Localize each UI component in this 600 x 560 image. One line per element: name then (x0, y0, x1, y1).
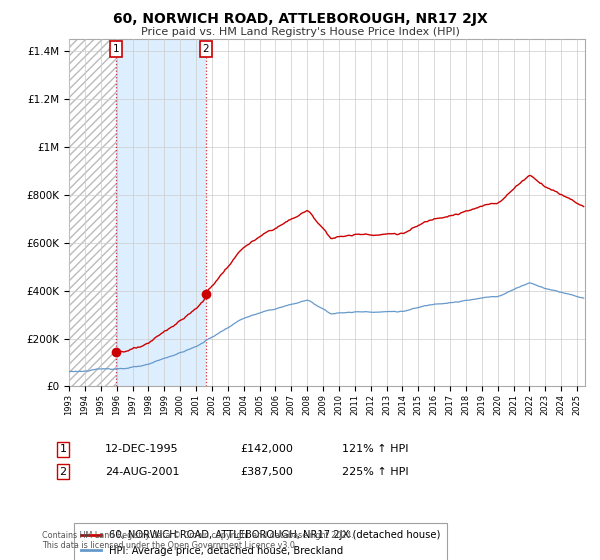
Text: 12-DEC-1995: 12-DEC-1995 (105, 444, 179, 454)
Text: 1: 1 (113, 44, 119, 54)
Text: Price paid vs. HM Land Registry's House Price Index (HPI): Price paid vs. HM Land Registry's House … (140, 27, 460, 37)
Bar (116, 39, 206, 386)
Bar (69, 39, 116, 386)
Legend: 60, NORWICH ROAD, ATTLEBOROUGH, NR17 2JX (detached house), HPI: Average price, d: 60, NORWICH ROAD, ATTLEBOROUGH, NR17 2JX… (74, 524, 448, 560)
Text: 60, NORWICH ROAD, ATTLEBOROUGH, NR17 2JX: 60, NORWICH ROAD, ATTLEBOROUGH, NR17 2JX (113, 12, 487, 26)
Text: 24-AUG-2001: 24-AUG-2001 (105, 466, 179, 477)
Text: Contains HM Land Registry data © Crown copyright and database right 2024.
This d: Contains HM Land Registry data © Crown c… (42, 530, 354, 550)
Text: 225% ↑ HPI: 225% ↑ HPI (342, 466, 409, 477)
Text: £387,500: £387,500 (240, 466, 293, 477)
Text: £142,000: £142,000 (240, 444, 293, 454)
Bar (69, 39, 116, 386)
Text: 2: 2 (59, 466, 67, 477)
Text: 2: 2 (203, 44, 209, 54)
Text: 121% ↑ HPI: 121% ↑ HPI (342, 444, 409, 454)
Text: 1: 1 (59, 444, 67, 454)
